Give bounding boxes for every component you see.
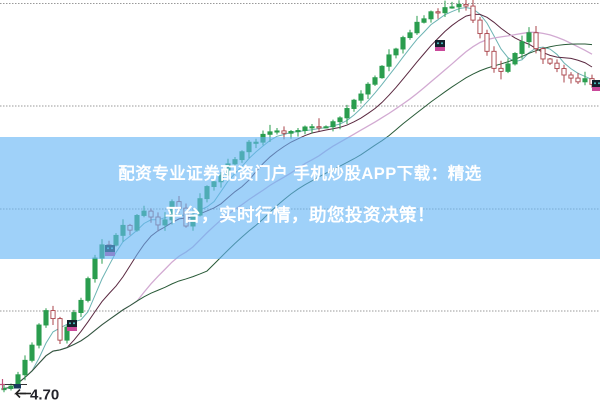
svg-text:4.70: 4.70 (30, 387, 59, 401)
